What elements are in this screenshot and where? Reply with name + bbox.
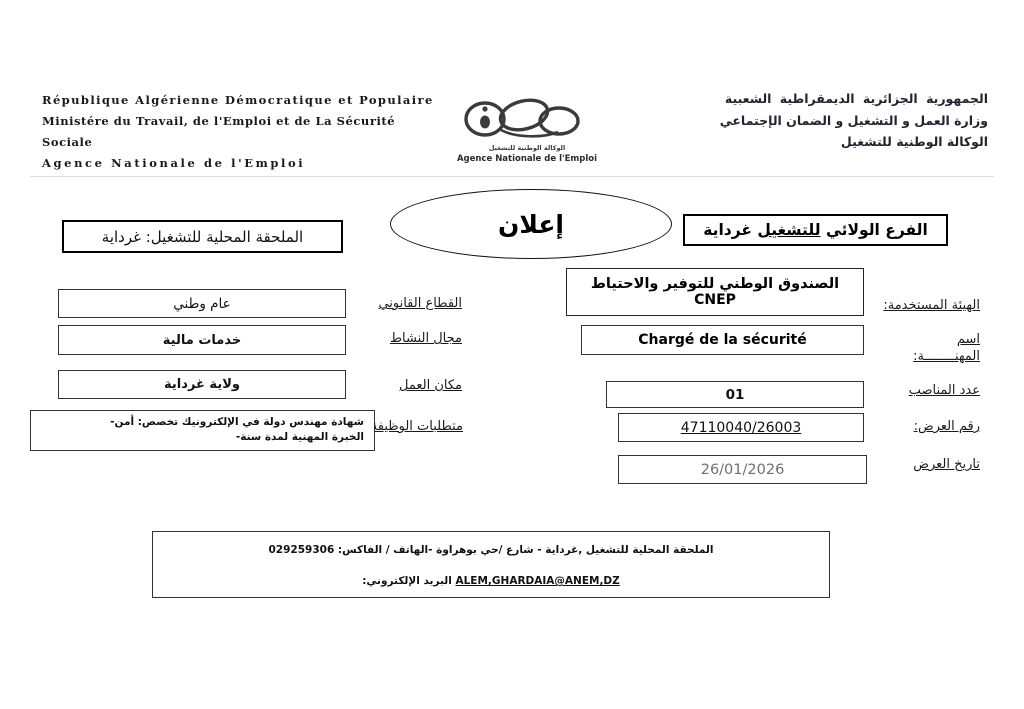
regional-branch-prefix: الفرع الولائي: [820, 221, 928, 239]
bullet-dash-2: -: [235, 431, 241, 443]
regional-branch-suffix: غرداية: [703, 221, 758, 239]
header-arabic-line-1: الجمهورية الجزائرية الديمقراطية الشعبية: [724, 91, 988, 106]
employer-value-line-2: CNEP: [694, 292, 736, 308]
legal-sector-label: القطاع القانوني: [378, 296, 462, 311]
positions-count-label: عدد المناصب: [908, 383, 980, 398]
bullet-dash-1: -: [110, 416, 115, 428]
header-arabic-line-3: الوكالة الوطنية للتشغيل: [840, 134, 988, 149]
footer-address: الملحقة المحلية للتشغيل ,غرداية - شارع /…: [268, 544, 714, 556]
logo-french-caption: Agence Nationale de l'Emploi: [456, 154, 598, 164]
regional-branch-title-box: الفرع الولائي للتشغيل غرداية: [683, 214, 948, 246]
header-french-block: République Algérienne Démocratique et Po…: [42, 90, 442, 174]
job-requirement-text-1: شهادة مهندس دولة في الإلكترونيك تخصص: أم…: [114, 416, 364, 428]
offer-date-value-box: 26/01/2026: [618, 455, 867, 484]
offer-number-value: 47110040/26003: [680, 419, 802, 436]
work-place-label: مكان العمل: [399, 378, 462, 393]
local-office-title-text: الملحقة المحلية للتشغيل: غرداية: [101, 227, 304, 246]
legal-sector-value: عام وطني: [173, 295, 231, 312]
legal-sector-value-box: عام وطني: [58, 289, 346, 318]
anem-logo-mark: [464, 98, 580, 138]
activity-field-label: مجال النشاط: [390, 331, 462, 346]
employer-value-box: الصندوق الوطني للتوفير والاحتياط CNEP: [566, 268, 864, 316]
header-french-line-2: Ministére du Travail, de l'Emploi et de …: [42, 114, 396, 149]
job-requirement-text-2: الخبرة المهنية لمدة سنة: [240, 431, 364, 443]
footer-email-label: البريد الإلكتروني:: [362, 575, 452, 587]
job-title-value: Chargé de la sécurité: [638, 332, 807, 348]
regional-branch-underlined: للتشغيل: [757, 221, 821, 239]
document-header: République Algérienne Démocratique et Po…: [28, 88, 996, 172]
offer-number-value-box: 47110040/26003: [618, 413, 864, 442]
header-french-line-1: République Algérienne Démocratique et Po…: [42, 93, 434, 107]
offer-number-label: رقم العرض:: [913, 419, 980, 434]
positions-count-value: 01: [725, 386, 745, 403]
regional-branch-title-text: الفرع الولائي للتشغيل غرداية: [703, 221, 928, 239]
job-title-label-line-1: اسم: [956, 332, 980, 347]
job-title-label-line-2: المهنــــــــة:: [913, 349, 980, 364]
header-french-line-3: Agence Nationale de l'Emploi: [42, 156, 306, 170]
offer-date-label: تاريخ العرض: [913, 457, 980, 472]
offer-date-value: 26/01/2026: [700, 461, 785, 478]
header-divider: [30, 176, 994, 177]
activity-field-value-box: خدمات مالية: [58, 325, 346, 355]
positions-count-value-box: 01: [606, 381, 864, 408]
employer-label: الهيئة المستخدمة:: [883, 298, 980, 313]
job-requirements-value-box: شهادة مهندس دولة في الإلكترونيك تخصص: أم…: [30, 410, 375, 451]
footer-email-row: ALEM,GHARDAIA@ANEM,DZ البريد الإلكتروني:: [153, 575, 829, 587]
job-requirements-label: متطلبات الوظيفة: [370, 419, 463, 434]
header-arabic-block: الجمهورية الجزائرية الديمقراطية الشعبية …: [588, 88, 988, 153]
announcement-title-text: إعلان: [498, 209, 564, 239]
activity-field-value: خدمات مالية: [162, 332, 242, 348]
employer-value-line-1: الصندوق الوطني للتوفير والاحتياط: [590, 276, 840, 292]
job-requirement-item: الخبرة المهنية لمدة سنة-: [39, 430, 364, 445]
header-arabic-line-2: وزارة العمل و التشغيل و الضمان الإجتماعي: [719, 112, 988, 128]
job-requirement-item: شهادة مهندس دولة في الإلكترونيك تخصص: أم…: [39, 415, 364, 430]
job-title-label: اسم المهنــــــــة:: [872, 331, 980, 365]
footer-email-value[interactable]: ALEM,GHARDAIA@ANEM,DZ: [455, 575, 620, 587]
work-place-value-box: ولاية غرداية: [58, 370, 346, 399]
anem-logo: الوكالة الوطنية للتشغيل Agence Nationale…: [452, 88, 602, 172]
logo-arabic-caption: الوكالة الوطنية للتشغيل: [488, 144, 566, 152]
announcement-ellipse: إعلان: [390, 189, 672, 259]
local-office-title-box: الملحقة المحلية للتشغيل: غرداية: [62, 220, 343, 253]
work-place-value: ولاية غرداية: [164, 377, 240, 392]
contact-footer-box: الملحقة المحلية للتشغيل ,غرداية - شارع /…: [152, 531, 830, 598]
job-title-value-box: Chargé de la sécurité: [581, 325, 864, 355]
